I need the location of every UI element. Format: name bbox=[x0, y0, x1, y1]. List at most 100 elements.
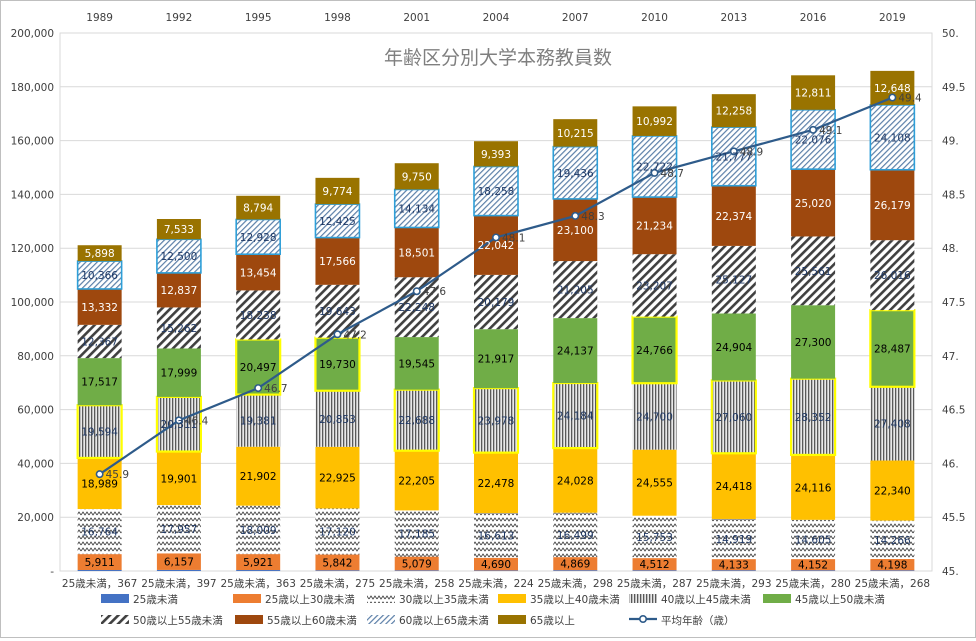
bar-value-label: 17,957 bbox=[161, 524, 198, 536]
bar-segment bbox=[632, 197, 677, 255]
legend-swatch bbox=[367, 594, 395, 603]
bar-segment bbox=[791, 570, 836, 571]
bar-segment bbox=[77, 457, 122, 510]
bar-segment bbox=[632, 570, 677, 571]
y-right-tick-label: 45.5 bbox=[942, 512, 965, 524]
average-age-label: 47.6 bbox=[423, 286, 447, 298]
bar-segment bbox=[711, 518, 756, 560]
category-label: 1989 bbox=[86, 12, 113, 24]
bar-value-label: 6,157 bbox=[164, 557, 194, 569]
average-age-label: 48.9 bbox=[740, 146, 763, 158]
bar-value-label: 19,545 bbox=[398, 358, 435, 370]
bar-value-label: 27,300 bbox=[795, 337, 832, 349]
bar-segment bbox=[156, 505, 201, 554]
bar-value-label: 20,497 bbox=[240, 362, 277, 374]
category-label: 1995 bbox=[245, 12, 272, 24]
bar-value-label: 16,613 bbox=[478, 530, 515, 542]
category-bottom-label: 25歳未満，298 bbox=[538, 578, 613, 590]
bar-value-label: 4,512 bbox=[640, 559, 670, 571]
bar-segment bbox=[77, 245, 122, 262]
bar-value-label: 28,487 bbox=[874, 343, 911, 355]
bar-value-label: 15,753 bbox=[636, 532, 673, 544]
bar-value-label: 5,911 bbox=[85, 557, 115, 569]
category-bottom-label: 25歳未満，363 bbox=[220, 578, 295, 590]
bar-segment bbox=[553, 318, 598, 384]
bar-segment bbox=[474, 329, 518, 389]
bar-value-label: 9,750 bbox=[402, 171, 432, 183]
average-age-point bbox=[333, 330, 342, 339]
average-age-label: 46.7 bbox=[264, 383, 287, 395]
bar-value-label: 22,688 bbox=[398, 415, 435, 427]
bar-segment bbox=[76, 404, 123, 460]
bar-value-label: 23,100 bbox=[557, 225, 594, 237]
bar-segment bbox=[156, 307, 201, 349]
bar-value-label: 8,794 bbox=[243, 203, 273, 215]
bar-segment bbox=[77, 358, 122, 406]
bar-segment bbox=[474, 557, 518, 571]
bar-value-label: 9,774 bbox=[322, 186, 352, 198]
bar-value-label: 22,374 bbox=[715, 211, 752, 223]
category-label: 2019 bbox=[879, 12, 906, 24]
bar-value-label: 14,605 bbox=[795, 534, 832, 546]
bar-value-label: 24,116 bbox=[795, 482, 832, 494]
bar-segment bbox=[77, 554, 122, 571]
bar-value-label: 4,133 bbox=[719, 560, 749, 572]
bar-segment bbox=[474, 513, 518, 558]
bar-value-label: 10,215 bbox=[557, 128, 594, 140]
bar-segment bbox=[156, 348, 201, 397]
bar-value-label: 9,393 bbox=[481, 149, 511, 161]
bar-value-label: 5,842 bbox=[322, 557, 352, 569]
category-bottom-label: 25歳未満，287 bbox=[617, 578, 692, 590]
bar-value-label: 5,898 bbox=[85, 248, 115, 260]
data-labels: 5,911 16,764 18,989 19,594 17,517 12,367 13,33… bbox=[81, 83, 922, 572]
average-age-point bbox=[491, 233, 500, 242]
bar-segment bbox=[77, 288, 122, 325]
bar-segment bbox=[711, 245, 756, 314]
bar-value-label: 13,454 bbox=[240, 267, 277, 279]
bar-value-label: 17,566 bbox=[319, 256, 356, 268]
bar-value-label: 17,185 bbox=[398, 529, 435, 541]
category-bottom-label: 25歳未満，367 bbox=[62, 578, 137, 590]
average-age-label: 48.7 bbox=[661, 168, 684, 180]
bar-segment bbox=[791, 236, 836, 306]
bar-value-label: 18,989 bbox=[81, 478, 118, 490]
bar-segment bbox=[315, 177, 360, 205]
bar-value-label: 12,811 bbox=[795, 88, 832, 100]
y-right-tick-label: 49. bbox=[942, 136, 959, 148]
bar-segment bbox=[870, 460, 915, 521]
bar-value-label: 24,418 bbox=[715, 481, 752, 493]
bar-segment bbox=[394, 510, 439, 557]
bar-segment bbox=[394, 163, 439, 190]
bar-segment bbox=[632, 449, 677, 516]
bar-value-label: 28,352 bbox=[795, 412, 832, 424]
bar-segment bbox=[236, 290, 281, 340]
bar-segment bbox=[156, 219, 201, 240]
bar-segment bbox=[156, 272, 201, 308]
y-left-tick-label: 200,000 bbox=[11, 28, 54, 40]
bar-segment bbox=[315, 390, 360, 447]
legend-label: 50歳以上55歳未満 bbox=[133, 615, 223, 627]
bar-value-label: 24,028 bbox=[557, 475, 594, 487]
bar-value-label: 22,205 bbox=[398, 476, 435, 488]
category-bottom-label: 25歳未満，293 bbox=[696, 578, 771, 590]
legend-label: 30歳以上35歳未満 bbox=[399, 594, 489, 606]
y-right-tick-label: 48. bbox=[942, 243, 959, 255]
bar-value-label: 24,766 bbox=[636, 345, 673, 357]
average-age-point bbox=[809, 125, 818, 134]
average-age-label: 45.9 bbox=[106, 469, 129, 481]
bar-segment bbox=[869, 104, 916, 171]
bar-value-label: 13,332 bbox=[81, 302, 118, 314]
bar-segment bbox=[870, 520, 915, 559]
bar-value-label: 4,198 bbox=[877, 560, 907, 572]
bar-segment bbox=[553, 512, 598, 558]
bar-segment bbox=[632, 106, 677, 136]
bar-value-label: 18,258 bbox=[478, 186, 515, 198]
bar-value-label: 24,555 bbox=[636, 478, 673, 490]
category-label: 2016 bbox=[800, 12, 827, 24]
bar-segment bbox=[791, 305, 836, 379]
bar-value-label: 5,921 bbox=[243, 557, 273, 569]
bar-value-label: 14,919 bbox=[715, 534, 752, 546]
bar-value-label: 26,179 bbox=[874, 200, 911, 212]
bar-segment bbox=[235, 218, 281, 256]
